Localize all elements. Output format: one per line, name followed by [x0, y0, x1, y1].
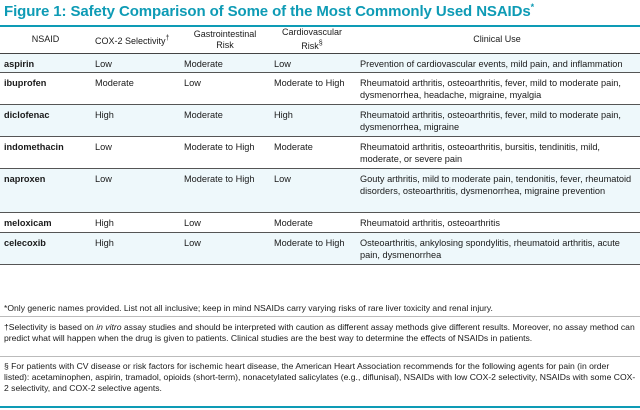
cell-cox2-selectivity: High	[91, 212, 180, 233]
cell-gi-risk: Low	[180, 212, 270, 233]
footnote-generic-names: *Only generic names provided. List not a…	[4, 303, 493, 313]
cell-clinical-use: Osteoarthritis, ankylosing spondylitis, …	[354, 232, 640, 265]
cell-clinical-use: Rheumatoid arthritis, osteoarthritis, fe…	[354, 72, 640, 105]
cell-gi-risk: Moderate	[180, 104, 270, 137]
cell-nsaid-name: naproxen	[0, 168, 91, 213]
cell-gi-risk: Moderate to High	[180, 168, 270, 213]
cell-gi-risk: Moderate to High	[180, 136, 270, 169]
cell-nsaid-name: ibuprofen	[0, 72, 91, 105]
cell-cox2-selectivity: Low	[91, 136, 180, 169]
cell-clinical-use: Rheumatoid arthritis, osteoarthritis, bu…	[354, 136, 640, 169]
table-header-row: NSAID COX-2 Selectivity† Gastrointestina…	[0, 27, 640, 54]
cell-cv-risk: Moderate to High	[270, 72, 354, 105]
cell-cox2-selectivity: Moderate	[91, 72, 180, 105]
figure-title: Figure 1: Safety Comparison of Some of t…	[4, 2, 636, 20]
cell-cv-risk: Low	[270, 168, 354, 213]
table-row: diclofenac High Moderate High Rheumatoid art…	[0, 104, 640, 137]
cell-cv-risk: Moderate to High	[270, 232, 354, 265]
header-cv-risk: Cardiovascular Risk§	[270, 27, 354, 54]
title-rule	[0, 25, 640, 27]
cell-cox2-selectivity: Low	[91, 53, 180, 73]
figure-title-mark: *	[530, 2, 535, 12]
cell-cox2-selectivity: High	[91, 104, 180, 137]
cell-gi-risk: Low	[180, 72, 270, 105]
figure-title-text: Figure 1: Safety Comparison of Some of t…	[4, 3, 531, 20]
footnote-divider-1	[0, 316, 640, 317]
header-clinical-use: Clinical Use	[354, 27, 640, 54]
header-nsaid: NSAID	[0, 27, 91, 54]
cell-cv-risk: Moderate	[270, 212, 354, 233]
cell-clinical-use: Rheumatoid arthritis, osteoarthritis, fe…	[354, 104, 640, 137]
table-row: celecoxib High Low Moderate to High Osteoart…	[0, 232, 640, 265]
cell-nsaid-name: celecoxib	[0, 232, 91, 265]
cell-nsaid-name: diclofenac	[0, 104, 91, 137]
table-row: naproxen Low Moderate to High Low Gouty arth…	[0, 168, 640, 213]
cell-clinical-use: Prevention of cardiovascular events, mil…	[354, 53, 640, 73]
table-row: meloxicam High Low Moderate Rheumatoid arthr…	[0, 212, 640, 233]
footnote-divider-2	[0, 356, 640, 357]
cell-cox2-selectivity: Low	[91, 168, 180, 213]
cell-cv-risk: Low	[270, 53, 354, 73]
header-gi-risk: Gastrointestinal Risk	[180, 27, 270, 54]
cell-cv-risk: High	[270, 104, 354, 137]
cell-cox2-selectivity: High	[91, 232, 180, 265]
cell-cv-risk: Moderate	[270, 136, 354, 169]
cell-clinical-use: Gouty arthritis, mild to moderate pain, …	[354, 168, 640, 213]
cell-nsaid-name: indomethacin	[0, 136, 91, 169]
table-row: indomethacin Low Moderate to High Moderate R…	[0, 136, 640, 169]
cell-nsaid-name: aspirin	[0, 53, 91, 73]
bottom-rule	[0, 406, 640, 408]
nsaid-table: NSAID COX-2 Selectivity† Gastrointestina…	[0, 27, 640, 265]
cell-nsaid-name: meloxicam	[0, 212, 91, 233]
cell-gi-risk: Moderate	[180, 53, 270, 73]
table-row: ibuprofen Moderate Low Moderate to High Rheu…	[0, 72, 640, 105]
footnote-selectivity: †Selectivity is based on in vitro assay …	[4, 322, 635, 343]
table-body: aspirin Low Moderate Low Prevention of cardi…	[0, 53, 640, 265]
table-row: aspirin Low Moderate Low Prevention of cardi…	[0, 53, 640, 73]
cell-gi-risk: Low	[180, 232, 270, 265]
header-cox2: COX-2 Selectivity†	[91, 27, 180, 54]
cell-clinical-use: Rheumatoid arthritis, osteoarthritis	[354, 212, 640, 233]
footnote-cv-risk: § For patients with CV disease or risk f…	[4, 361, 636, 393]
